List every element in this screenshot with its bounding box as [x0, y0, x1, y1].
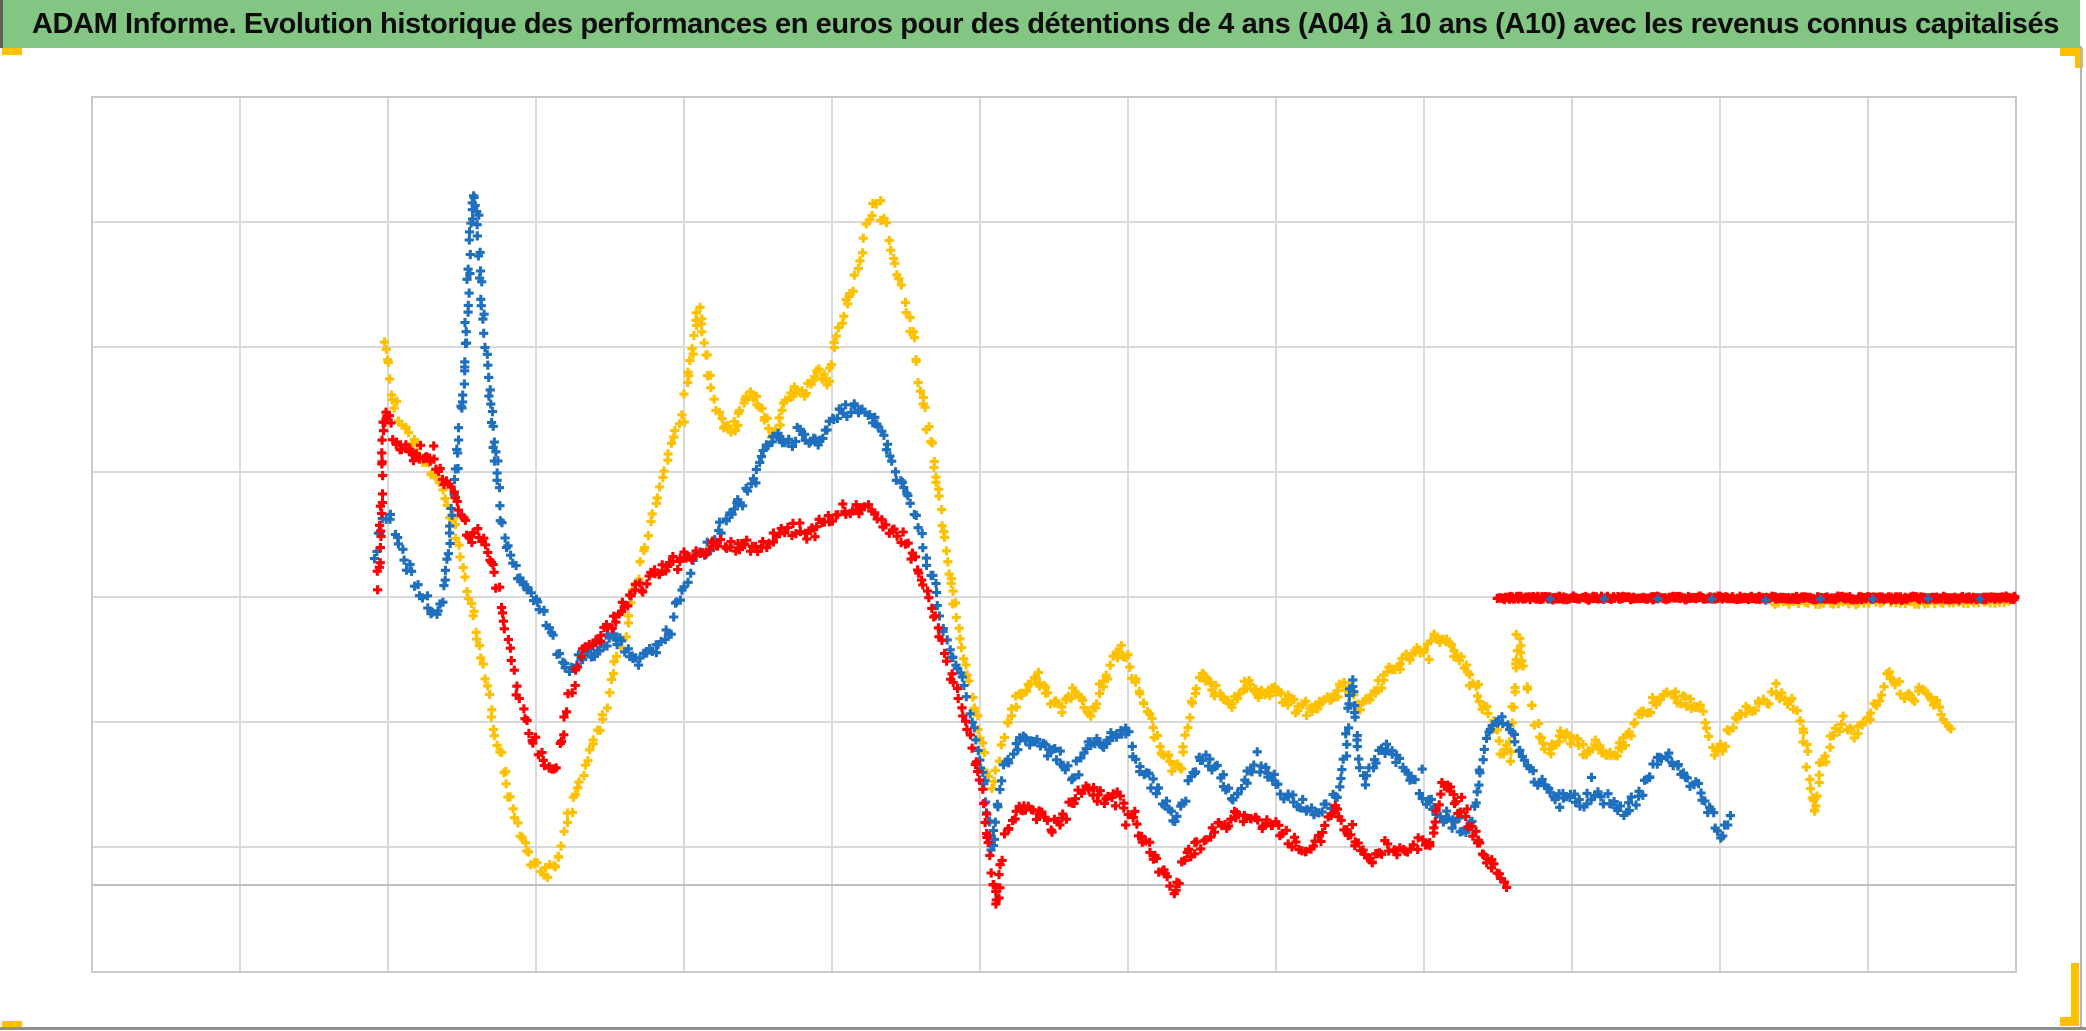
series-red-markers	[372, 407, 1512, 909]
bottom-edge-line	[0, 1027, 2086, 1030]
corner-marker-bottom-right-vertical	[2071, 963, 2079, 1025]
left-edge-sliver	[0, 0, 3, 48]
right-edge-line	[2080, 46, 2082, 1030]
series-blue-specks-on-flat-line-markers	[1545, 594, 1985, 605]
scatter-series-container	[369, 191, 2020, 909]
series-blue-markers	[369, 191, 1735, 855]
series-red-flat-line-markers	[1492, 591, 2020, 605]
plot-area-border	[91, 96, 2017, 973]
series-blue	[369, 191, 1735, 855]
corner-marker-top-right-vertical	[2075, 48, 2083, 68]
corner-marker-bottom-right	[2060, 1017, 2079, 1026]
series-blue-specks-on-flat-line	[1545, 594, 1985, 605]
series-red	[372, 407, 1512, 909]
chart-title-banner: ADAM Informe. Evolution historique des p…	[2, 0, 2080, 48]
series-gold	[380, 196, 1956, 882]
chart-title-text: ADAM Informe. Evolution historique des p…	[32, 8, 2059, 40]
corner-marker-top-right	[2060, 48, 2083, 56]
series-gold-markers	[380, 196, 1956, 882]
series-red-flat-line	[1492, 591, 2020, 605]
gridlines	[91, 96, 2017, 973]
corner-marker-top-left	[2, 48, 22, 55]
corner-marker-bottom-left	[2, 1021, 22, 1030]
